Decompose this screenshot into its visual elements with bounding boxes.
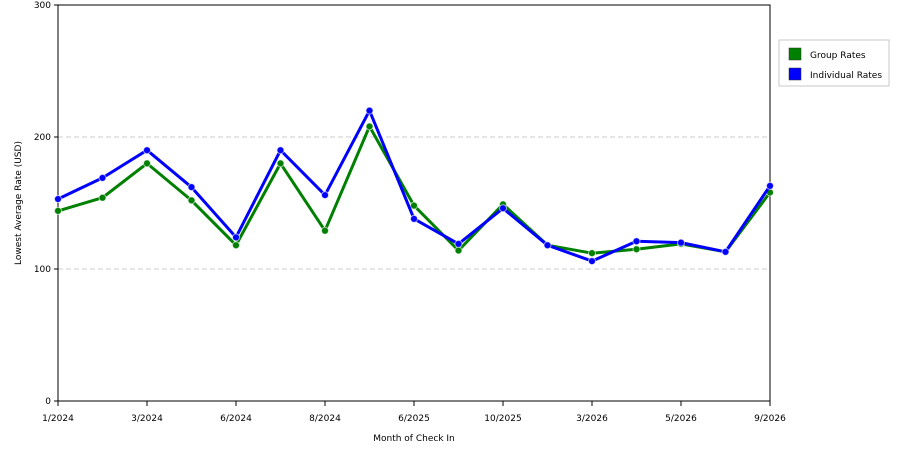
x-tick-label: 6/2025 — [398, 414, 430, 424]
x-tick-label: 8/2024 — [309, 414, 341, 424]
x-axis-ticks: 1/2024 3/2024 6/2024 8/2024 6/2025 10/2025 3/2… — [42, 401, 786, 424]
data-point — [276, 159, 285, 168]
series-line — [57, 109, 772, 263]
data-point — [321, 191, 329, 200]
data-point — [499, 204, 507, 213]
data-point — [232, 233, 240, 242]
series-individual-rates — [54, 106, 774, 266]
gridlines — [58, 136, 770, 270]
x-tick-label: 3/2024 — [131, 414, 163, 424]
data-point — [54, 195, 62, 204]
y-axis-ticks: 0 100 200 300 — [34, 1, 58, 407]
data-point — [632, 245, 641, 254]
y-tick-label: 100 — [34, 265, 51, 275]
data-point — [276, 146, 285, 155]
data-point — [677, 238, 685, 247]
x-tick-label: 3/2026 — [576, 414, 608, 424]
data-point — [454, 246, 463, 255]
legend: Group Rates Individual Rates — [778, 39, 890, 87]
data-point — [321, 226, 329, 235]
data-point — [365, 106, 374, 115]
data-point — [143, 146, 151, 155]
y-axis-label: Lowest Average Rate (USD) — [14, 141, 24, 265]
data-point — [721, 247, 730, 256]
x-tick-label: 10/2025 — [484, 414, 521, 424]
data-point — [54, 206, 62, 215]
data-point — [410, 201, 418, 210]
x-tick-label: 5/2026 — [665, 414, 697, 424]
data-point — [588, 257, 596, 266]
x-tick-label: 1/2024 — [42, 414, 74, 424]
y-tick-label: 200 — [34, 133, 51, 143]
x-tick-label: 6/2024 — [220, 414, 252, 424]
legend-label: Group Rates — [810, 51, 866, 61]
data-point — [588, 249, 596, 258]
data-point — [187, 183, 196, 192]
series-lines — [54, 106, 774, 266]
y-tick-label: 300 — [34, 1, 51, 11]
data-point — [632, 237, 641, 246]
data-point — [143, 159, 151, 168]
data-point — [365, 122, 374, 131]
series-line — [57, 124, 772, 255]
data-point — [98, 193, 107, 202]
data-point — [187, 196, 196, 205]
x-axis-label: Month of Check In — [373, 434, 455, 444]
data-point — [766, 181, 774, 190]
series-group-rates — [54, 122, 774, 258]
legend-label: Individual Rates — [810, 71, 882, 81]
data-point — [232, 241, 240, 250]
x-tick-label: 9/2026 — [754, 414, 786, 424]
legend-swatch — [788, 47, 802, 61]
data-point — [410, 214, 418, 223]
data-point — [543, 241, 552, 250]
legend-swatch — [788, 67, 802, 81]
y-tick-label: 0 — [45, 397, 51, 407]
data-point — [454, 239, 463, 248]
data-point — [98, 173, 107, 182]
